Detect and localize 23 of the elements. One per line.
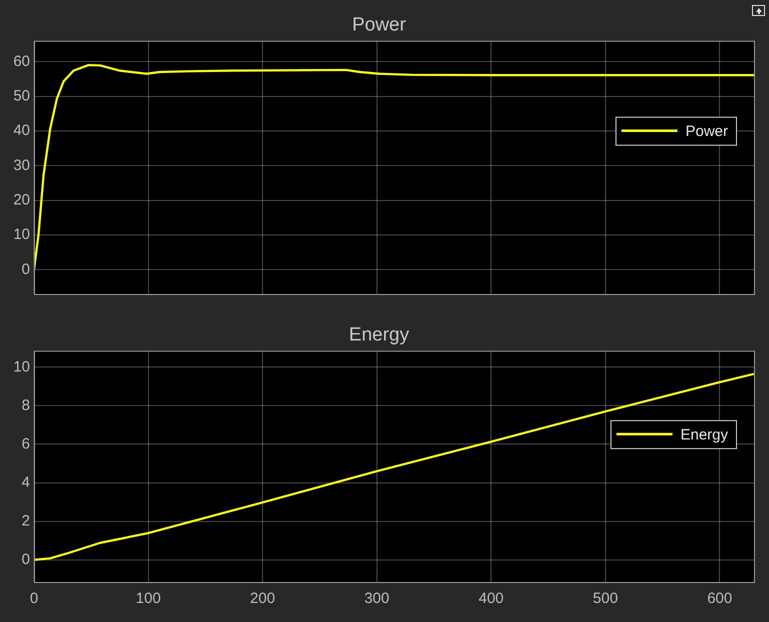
chart-title: Energy (348, 324, 410, 346)
y-tick-label: 60 (13, 52, 30, 70)
x-tick-label: 500 (592, 590, 618, 608)
y-tick-label: 6 (22, 435, 30, 452)
x-tick-label: 300 (364, 590, 390, 608)
y-tick-label: 30 (13, 156, 30, 174)
x-tick-label: 100 (136, 590, 161, 608)
y-tick-label: 8 (22, 396, 30, 414)
x-tick-label: 400 (478, 590, 504, 608)
y-tick-label: 2 (22, 512, 30, 530)
legend-label: Power (685, 122, 728, 140)
legend-label: Energy (680, 426, 728, 444)
x-tick-label: 200 (250, 590, 276, 608)
y-tick-label: 40 (13, 122, 30, 140)
y-tick-label: 0 (22, 550, 30, 568)
x-tick-label: 600 (707, 590, 732, 608)
chart-title: Power (352, 14, 407, 36)
y-tick-label: 50 (13, 87, 30, 104)
y-tick-label: 20 (13, 191, 30, 208)
y-tick-label: 0 (22, 260, 30, 278)
y-tick-label: 10 (13, 358, 30, 376)
y-tick-label: 4 (22, 474, 30, 491)
y-tick-label: 10 (13, 226, 30, 244)
